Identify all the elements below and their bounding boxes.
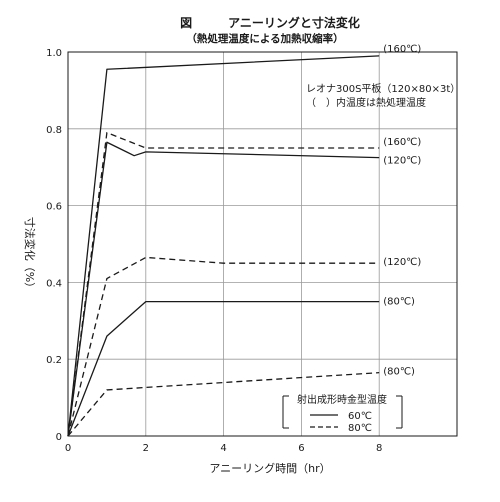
legend: 射出成形時金型温度 60℃ 80℃ [282, 393, 403, 434]
x-tick-label: 6 [298, 443, 304, 454]
chart-subtitle: （熱処理温度による加熱収縮率） [186, 32, 343, 45]
chart-title: 図 アニーリングと寸法変化 [180, 15, 360, 30]
x-tick-label: 4 [220, 443, 226, 454]
series-line [67, 300, 380, 437]
series-labels: (160℃) (160℃) (120℃) (120℃) (80℃) (80℃) [383, 44, 421, 378]
legend-title: 射出成形時金型温度 [297, 393, 387, 406]
grid [68, 52, 457, 436]
series-end-label: (160℃) [383, 44, 421, 55]
x-tick-label: 2 [143, 443, 149, 454]
y-tick-label: 0 [56, 432, 62, 443]
series-end-label: (120℃) [383, 257, 421, 268]
y-axis-label: 寸法変化（%） [23, 217, 37, 293]
axis-ticks: 0 2 4 6 8 0 0.2 0.4 0.6 0.8 1.0 [46, 48, 382, 454]
y-tick-label: 0.2 [46, 355, 62, 366]
series-end-label: (160℃) [383, 137, 421, 148]
y-tick-label: 0.6 [46, 202, 62, 213]
x-axis-label: アニーリング時間（hr） [209, 461, 330, 475]
series-line [67, 55, 380, 437]
plot-frame [67, 51, 458, 437]
series-end-label: (80℃) [383, 297, 415, 308]
y-tick-label: 1.0 [46, 48, 62, 59]
y-tick-label: 0.4 [46, 278, 62, 289]
legend-label-dashed: 80℃ [348, 423, 372, 434]
series-end-label: (80℃) [383, 367, 415, 378]
legend-label-solid: 60℃ [348, 411, 372, 422]
y-tick-label: 0.8 [46, 125, 62, 136]
legend-bracket [282, 395, 403, 429]
series-line [67, 371, 380, 437]
x-tick-label: 8 [376, 443, 382, 454]
annotation-line-1: レオナ300S平板（120×80×3t） [306, 82, 460, 95]
x-tick-label: 0 [65, 443, 71, 454]
series-group [67, 55, 380, 437]
series-line [67, 141, 380, 437]
annotation-line-2: （ ）内温度は熱処理温度 [306, 96, 426, 109]
series-end-label: (120℃) [383, 156, 421, 167]
